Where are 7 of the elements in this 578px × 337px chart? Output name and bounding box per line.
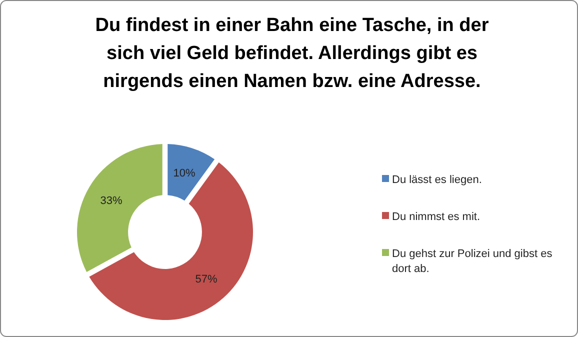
chart-title: Du findest in einer Bahn eine Tasche, in der sich viel Geld befindet. Allerdings gibt es nirgends einen Namen bzw. eine Adresse.	[95, 15, 490, 92]
data-label: 10%	[173, 167, 196, 180]
legend-label: Du nimmst es mit.	[392, 211, 480, 223]
data-label: 33%	[100, 195, 122, 208]
legend-label: Du lässt es liegen.	[392, 174, 482, 186]
data-label: 57%	[195, 274, 218, 286]
legend-label: Du gehst zur Polizei und gibst es dort ab.	[392, 248, 553, 275]
